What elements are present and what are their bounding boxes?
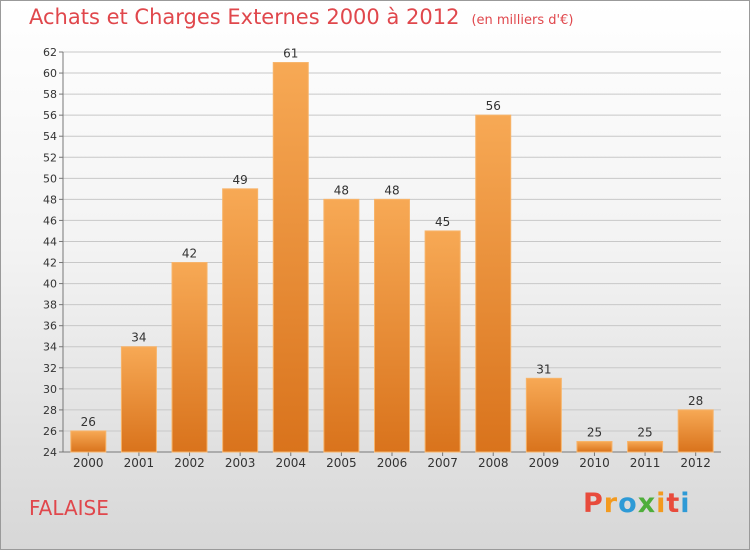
y-tick-label: 40 [43, 278, 57, 291]
x-tick-label: 2003 [225, 456, 256, 470]
y-tick-label: 28 [43, 404, 57, 417]
x-tick-label: 2008 [478, 456, 509, 470]
x-tick-label: 2001 [124, 456, 155, 470]
chart-title-text: Achats et Charges Externes 2000 à 2012 [29, 5, 460, 29]
y-tick-label: 34 [43, 341, 57, 354]
town-name: FALAISE [29, 496, 109, 520]
bar [475, 114, 512, 453]
y-tick-label: 54 [43, 130, 57, 143]
bar [171, 262, 208, 453]
y-tick-label: 50 [43, 172, 57, 185]
data-label: 42 [182, 247, 197, 261]
data-label: 25 [587, 425, 602, 439]
y-tick-label: 62 [43, 46, 57, 59]
logo-letter: t [666, 488, 681, 519]
bar [374, 198, 410, 453]
data-label: 61 [283, 47, 298, 61]
y-tick-label: 44 [43, 235, 57, 248]
bar [525, 377, 562, 453]
data-label: 56 [486, 99, 501, 113]
y-tick-label: 56 [43, 109, 57, 122]
y-tick-label: 26 [43, 425, 57, 438]
x-tick-label: 2006 [377, 456, 408, 470]
data-label: 45 [435, 215, 450, 229]
data-label: 28 [688, 394, 703, 408]
y-tick-label: 32 [43, 362, 57, 375]
logo-letter: o [618, 488, 638, 519]
bar [120, 346, 157, 453]
data-label: 48 [384, 183, 399, 197]
y-tick-label: 30 [43, 383, 57, 396]
chart-title: Achats et Charges Externes 2000 à 2012 (e… [29, 5, 573, 29]
y-tick-label: 46 [43, 214, 57, 227]
x-tick-label: 2005 [326, 456, 357, 470]
data-label: 25 [637, 425, 652, 439]
y-tick-label: 60 [43, 67, 57, 80]
data-labels: 26 34 42 49 61 48 48 45 56 31 25 25 28 [81, 47, 704, 440]
y-tick-label: 58 [43, 88, 57, 101]
x-tick-label: 2010 [579, 456, 610, 470]
data-label: 49 [233, 173, 248, 187]
x-tick-label: 2011 [630, 456, 661, 470]
y-tick-label: 48 [43, 193, 57, 206]
y-tick-label: 38 [43, 299, 57, 312]
bars [70, 62, 714, 453]
logo-letter: i [680, 488, 691, 519]
x-tick-label: 2009 [529, 456, 560, 470]
x-tick-label: 2004 [275, 456, 306, 470]
data-label: 34 [131, 331, 146, 345]
x-tick-label: 2012 [680, 456, 711, 470]
data-label: 31 [536, 362, 551, 376]
bar [627, 440, 664, 453]
data-label: 48 [334, 183, 349, 197]
bar [424, 230, 461, 453]
logo-letter: i [656, 488, 667, 519]
x-tick-label: 2002 [174, 456, 205, 470]
bar [70, 430, 107, 453]
bar [576, 440, 613, 453]
logo-letter: x [637, 488, 657, 519]
logo-letter: r [603, 488, 619, 519]
bar [272, 62, 309, 453]
bar [677, 409, 714, 453]
logo-letter: P [583, 488, 604, 519]
bar [222, 188, 259, 453]
data-label: 26 [81, 415, 96, 429]
y-tick-label: 24 [43, 446, 57, 459]
bar [323, 198, 360, 453]
y-tick-label: 42 [43, 257, 57, 270]
x-tick-label: 2000 [73, 456, 104, 470]
x-tick-label: 2007 [427, 456, 458, 470]
proxiti-logo: Proxiti [583, 488, 691, 519]
y-tick-label: 36 [43, 320, 57, 333]
y-tick-label: 52 [43, 151, 57, 164]
chart-unit: (en milliers d'€) [471, 13, 574, 28]
